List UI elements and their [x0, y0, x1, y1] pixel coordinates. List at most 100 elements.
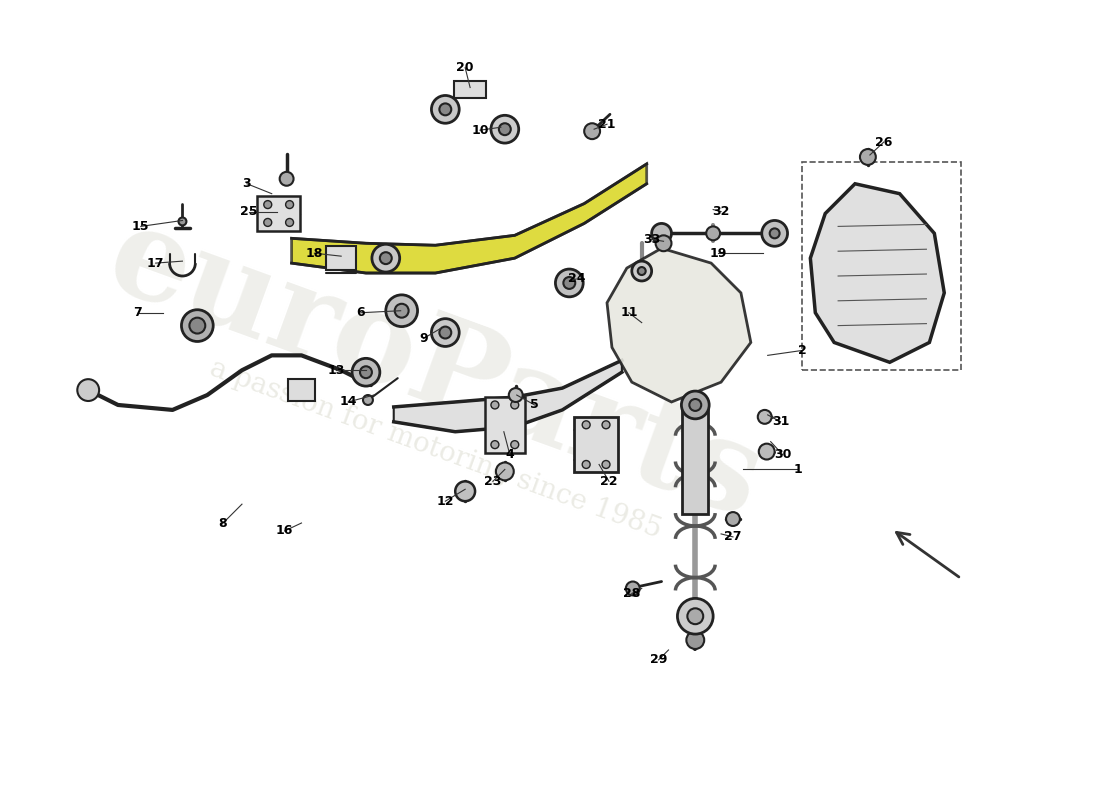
Circle shape	[656, 235, 671, 251]
Circle shape	[582, 461, 590, 469]
Text: 12: 12	[437, 494, 454, 508]
Circle shape	[706, 226, 721, 240]
Text: 8: 8	[218, 518, 227, 530]
Circle shape	[372, 244, 399, 272]
Circle shape	[602, 421, 610, 429]
Circle shape	[455, 482, 475, 501]
Polygon shape	[292, 164, 647, 273]
Text: 4: 4	[505, 448, 514, 461]
Bar	[454, 81, 486, 98]
Circle shape	[182, 310, 213, 342]
Polygon shape	[811, 184, 944, 362]
Bar	[327, 246, 356, 270]
Text: 3: 3	[243, 178, 251, 190]
Circle shape	[264, 218, 272, 226]
Circle shape	[509, 388, 522, 402]
Circle shape	[651, 223, 671, 243]
Text: 18: 18	[306, 246, 323, 260]
Circle shape	[189, 318, 206, 334]
Text: 2: 2	[798, 344, 806, 357]
Circle shape	[770, 228, 780, 238]
Circle shape	[510, 441, 519, 449]
Circle shape	[631, 261, 651, 281]
Circle shape	[860, 149, 876, 165]
Circle shape	[264, 201, 272, 209]
Circle shape	[759, 444, 774, 459]
Text: 21: 21	[598, 118, 616, 130]
Text: 27: 27	[724, 530, 741, 543]
Circle shape	[178, 218, 186, 226]
Circle shape	[279, 172, 294, 186]
Text: euroParts: euroParts	[92, 196, 778, 544]
Circle shape	[681, 391, 710, 419]
Text: 31: 31	[772, 415, 790, 428]
Circle shape	[286, 201, 294, 209]
Circle shape	[510, 401, 519, 409]
Circle shape	[690, 399, 701, 411]
Bar	[287, 379, 316, 401]
Text: 33: 33	[644, 233, 660, 246]
Circle shape	[584, 123, 601, 139]
Circle shape	[678, 598, 713, 634]
Circle shape	[499, 123, 510, 135]
Text: 9: 9	[419, 332, 428, 345]
Circle shape	[688, 608, 703, 624]
Circle shape	[439, 103, 451, 115]
Circle shape	[563, 277, 575, 289]
Circle shape	[638, 267, 646, 275]
Text: 19: 19	[710, 246, 727, 260]
Circle shape	[726, 512, 740, 526]
Text: a passion for motoring since 1985: a passion for motoring since 1985	[206, 355, 666, 544]
Circle shape	[431, 95, 459, 123]
Text: 29: 29	[650, 654, 668, 666]
Circle shape	[360, 366, 372, 378]
Text: 7: 7	[133, 306, 142, 319]
Text: 20: 20	[456, 61, 474, 74]
Circle shape	[761, 221, 788, 246]
Circle shape	[439, 326, 451, 338]
Text: 25: 25	[240, 205, 257, 218]
Polygon shape	[607, 248, 751, 402]
Circle shape	[431, 318, 459, 346]
Circle shape	[491, 115, 519, 143]
Circle shape	[379, 252, 392, 264]
Circle shape	[286, 218, 294, 226]
Text: 26: 26	[876, 135, 892, 149]
Circle shape	[602, 461, 610, 469]
FancyBboxPatch shape	[485, 397, 525, 453]
Text: 5: 5	[530, 398, 539, 411]
Bar	[574, 418, 618, 472]
Circle shape	[626, 582, 640, 595]
Text: 10: 10	[471, 124, 488, 137]
Circle shape	[686, 631, 704, 649]
Text: 23: 23	[484, 475, 502, 488]
Circle shape	[496, 462, 514, 480]
Text: 1: 1	[793, 463, 802, 476]
Circle shape	[363, 395, 373, 405]
Circle shape	[386, 295, 418, 326]
Text: 28: 28	[623, 587, 640, 600]
Circle shape	[352, 358, 379, 386]
Bar	[256, 196, 300, 231]
Text: 11: 11	[620, 306, 638, 319]
Circle shape	[491, 441, 499, 449]
Text: 22: 22	[601, 475, 618, 488]
Bar	[682, 405, 708, 514]
Text: 15: 15	[132, 220, 150, 233]
Circle shape	[758, 410, 772, 424]
Text: 32: 32	[713, 205, 729, 218]
Text: 24: 24	[568, 273, 585, 286]
Circle shape	[556, 269, 583, 297]
Circle shape	[77, 379, 99, 401]
Text: 16: 16	[276, 525, 294, 538]
FancyArrowPatch shape	[896, 532, 959, 577]
Text: 14: 14	[340, 395, 356, 409]
Text: 13: 13	[328, 364, 345, 377]
Text: 30: 30	[774, 448, 791, 461]
Circle shape	[582, 421, 590, 429]
Circle shape	[491, 401, 499, 409]
Polygon shape	[394, 360, 622, 432]
Text: 17: 17	[147, 257, 164, 270]
Circle shape	[395, 304, 408, 318]
Text: 6: 6	[356, 306, 365, 319]
